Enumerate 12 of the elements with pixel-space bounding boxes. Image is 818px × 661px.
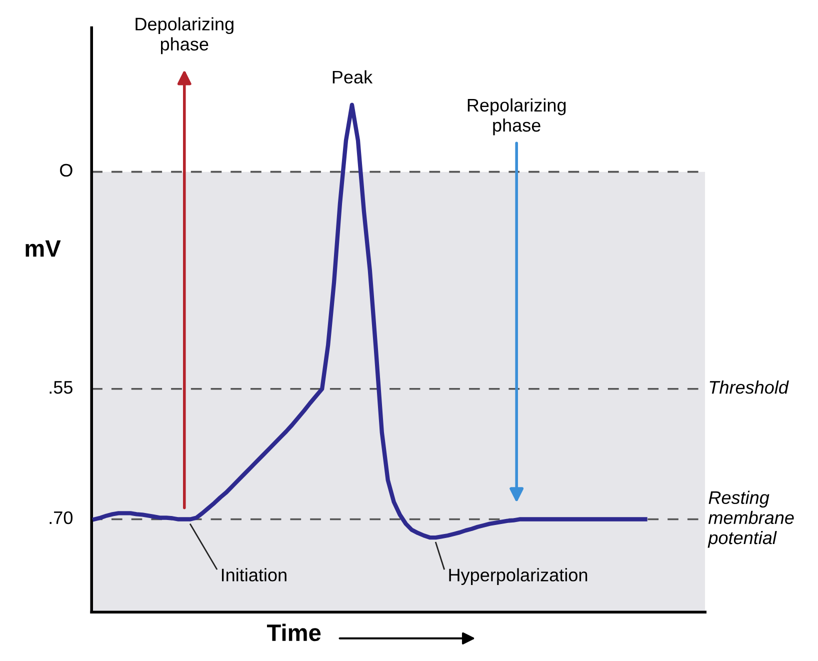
- text: O: [60, 164, 72, 177]
- x-axis-title: Time: [266, 624, 321, 642]
- text: .70: [50, 511, 73, 524]
- annotation: Peak: [332, 70, 373, 84]
- annotation: Repolarizing phase: [468, 98, 566, 136]
- text: Depolarizing phase: [136, 17, 234, 54]
- annotation: Initiation: [222, 568, 286, 582]
- ref-line-label: Threshold: [710, 380, 789, 394]
- text: .55: [50, 381, 72, 394]
- annotation: Hyperpolarization: [449, 568, 588, 585]
- ref-line-label: Resting membrane potential: [708, 490, 794, 548]
- y-axis-title: mV: [26, 240, 61, 257]
